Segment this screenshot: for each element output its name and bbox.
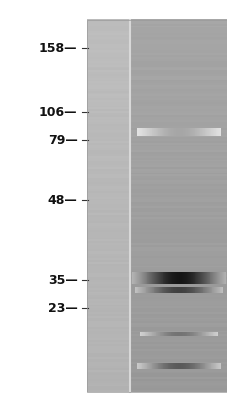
Text: 35—: 35— (48, 274, 77, 286)
Text: 106—: 106— (39, 106, 77, 118)
Text: 158—: 158— (39, 42, 77, 54)
Text: 79—: 79— (48, 134, 77, 146)
Text: 48—: 48— (48, 194, 77, 206)
Text: 23—: 23— (48, 302, 77, 314)
